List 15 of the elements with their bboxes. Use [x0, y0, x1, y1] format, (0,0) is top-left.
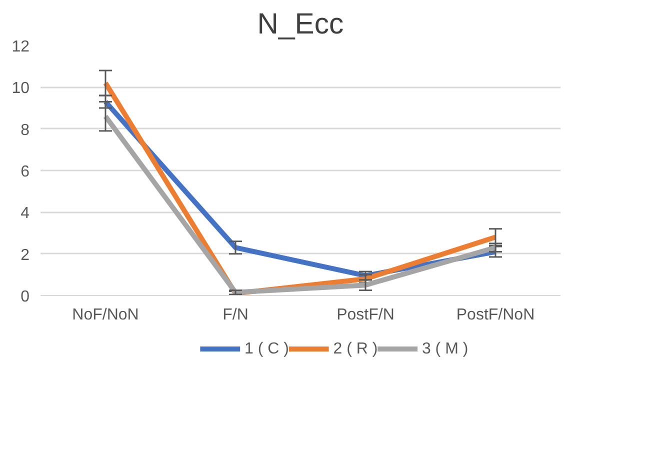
legend-label: 3 ( M ): [422, 340, 468, 358]
y-tick-label: 8: [20, 122, 30, 139]
x-tick-label: PostF/NoN: [456, 306, 535, 324]
y-tick-label: 12: [12, 38, 30, 56]
x-tick-label: NoF/NoN: [72, 306, 139, 324]
chart-title: N_Ecc: [257, 8, 344, 40]
y-tick-label: 4: [20, 205, 30, 222]
y-tick-label: 6: [20, 164, 30, 180]
legend-label: 2 ( R ): [333, 340, 378, 358]
y-tick-label: 0: [20, 288, 30, 306]
legend-label: 1 ( C ): [244, 340, 289, 358]
x-tick-label: PostF/N: [336, 306, 394, 324]
y-tick-label: 10: [12, 80, 30, 98]
x-tick-label: F/N: [222, 306, 248, 324]
y-tick-label: 2: [20, 246, 30, 264]
